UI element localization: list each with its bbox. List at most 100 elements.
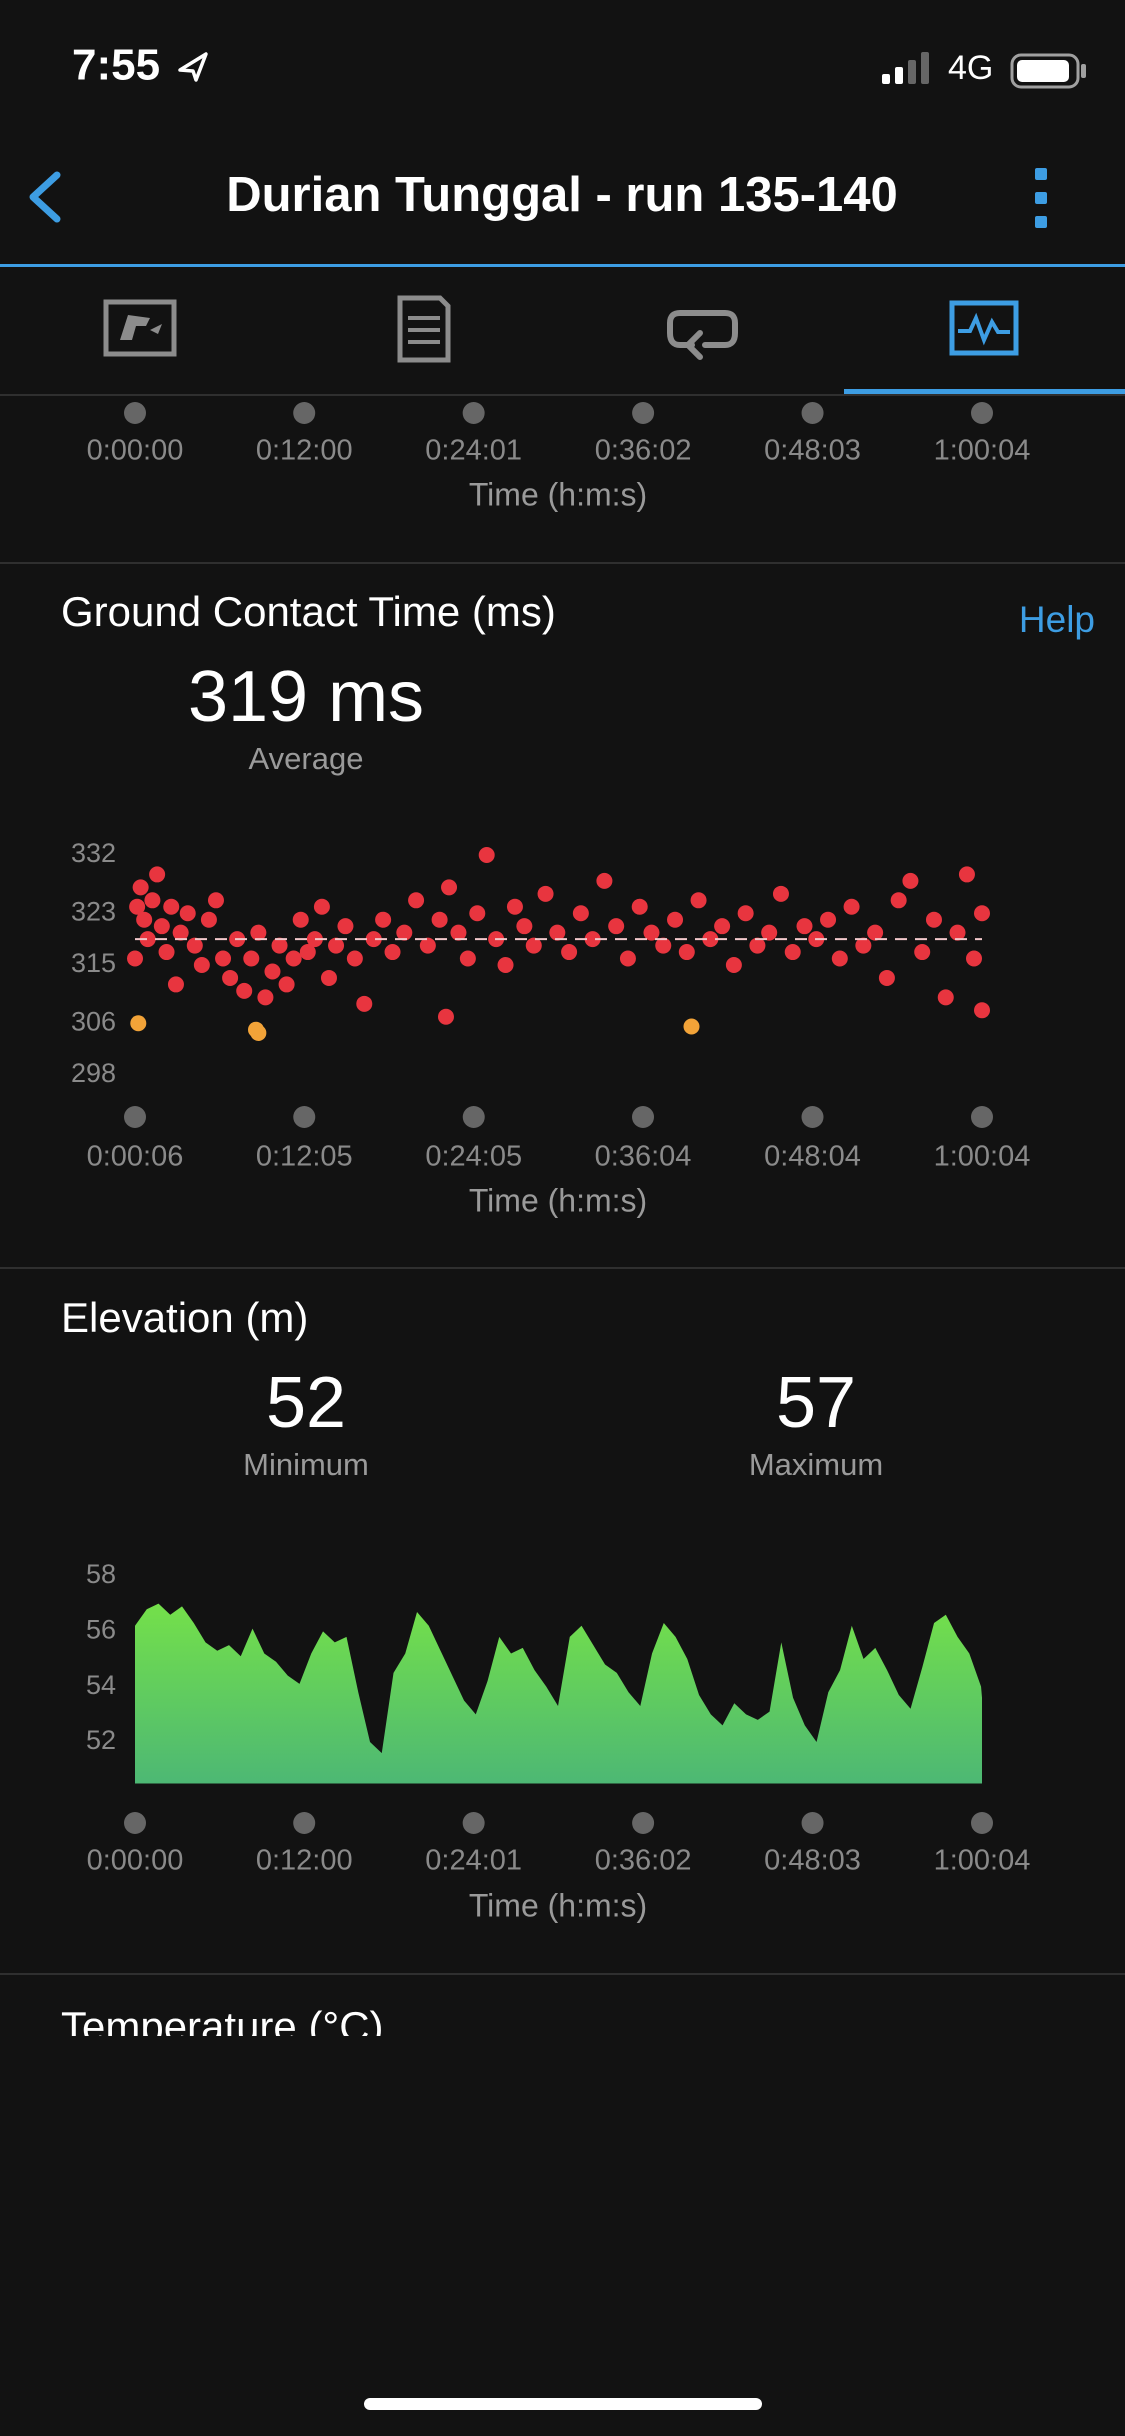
- data-point: [132, 879, 149, 896]
- data-point: [902, 872, 919, 889]
- y-tick-label: 332: [71, 838, 116, 868]
- data-point: [974, 905, 990, 922]
- data-point: [285, 950, 302, 967]
- data-point: [784, 944, 801, 961]
- home-indicator: [364, 2398, 762, 2410]
- data-point: [749, 937, 766, 954]
- tab-charts[interactable]: [949, 300, 1019, 356]
- stat-value: 52: [266, 1363, 346, 1443]
- active-tab-indicator: [844, 389, 1125, 394]
- x-tick-dot: [124, 1106, 146, 1128]
- data-point: [167, 976, 184, 993]
- data-point: [516, 918, 533, 935]
- x-tick-dot: [971, 1106, 993, 1128]
- data-point: [264, 963, 281, 980]
- tab-details[interactable]: [397, 295, 451, 363]
- data-point: [365, 931, 382, 948]
- menu-button[interactable]: [1035, 168, 1047, 228]
- x-tick-label: 1:00:04: [934, 435, 1031, 467]
- section-title: Temperature (°C): [61, 2003, 384, 2050]
- data-point: [250, 924, 267, 941]
- x-tick-label: 0:12:00: [256, 435, 353, 467]
- data-point: [584, 931, 601, 948]
- data-point: [396, 924, 413, 941]
- data-point: [408, 892, 425, 909]
- x-tick-dot: [124, 1812, 146, 1834]
- data-point: [431, 911, 448, 928]
- y-tick-label: 315: [71, 948, 116, 978]
- x-tick-dot: [462, 1106, 485, 1128]
- help-link[interactable]: Help: [1019, 599, 1095, 640]
- stat-label: Minimum: [243, 1447, 369, 1482]
- x-axis-label: Time (h:m:s): [469, 1182, 647, 1218]
- data-point: [925, 911, 942, 928]
- data-point: [820, 911, 837, 928]
- data-point: [549, 924, 566, 941]
- x-tick-label: 0:12:00: [256, 1845, 353, 1877]
- data-point: [186, 937, 203, 954]
- data-point: [299, 944, 316, 961]
- data-point: [130, 1015, 147, 1032]
- status-time: 7:55: [72, 41, 160, 90]
- x-tick-label: 0:00:00: [87, 435, 184, 467]
- header-divider: [0, 264, 1125, 267]
- x-tick-dot: [124, 402, 146, 424]
- x-tick-label: 0:00:06: [87, 1141, 184, 1173]
- data-point: [667, 911, 684, 928]
- tab-map[interactable]: [103, 299, 177, 357]
- average-caption: Average: [249, 741, 364, 776]
- tab-laps[interactable]: [667, 310, 738, 360]
- signal-icon: [882, 52, 929, 84]
- back-button[interactable]: [29, 171, 61, 223]
- data-point: [737, 905, 754, 922]
- data-point: [384, 944, 401, 961]
- data-point: [222, 969, 239, 986]
- data-point: [655, 937, 672, 954]
- x-tick-label: 0:48:03: [764, 1845, 861, 1877]
- data-point: [525, 937, 542, 954]
- data-point: [144, 892, 161, 909]
- data-point: [250, 1024, 267, 1041]
- x-tick-label: 0:24:05: [425, 1141, 522, 1173]
- x-tick-dot: [971, 1812, 993, 1834]
- data-point: [163, 898, 180, 915]
- data-point: [257, 989, 274, 1006]
- data-point: [292, 911, 309, 928]
- data-point: [855, 937, 872, 954]
- data-point: [139, 931, 156, 948]
- chart-title: Elevation (m): [61, 1294, 308, 1341]
- x-tick-dot: [293, 402, 316, 424]
- data-point: [867, 924, 884, 941]
- data-point: [596, 872, 613, 889]
- data-point: [328, 937, 345, 954]
- data-point: [320, 969, 337, 986]
- data-point: [441, 879, 458, 896]
- x-axis-label: Time (h:m:s): [469, 1887, 647, 1923]
- y-tick-label: 56: [86, 1614, 116, 1644]
- data-point: [271, 937, 288, 954]
- x-axis-label: Time (h:m:s): [469, 476, 647, 512]
- x-tick-label: 0:48:03: [764, 435, 861, 467]
- x-tick-label: 0:48:04: [764, 1141, 861, 1173]
- location-icon: [178, 52, 208, 82]
- data-point: [890, 892, 907, 909]
- data-point: [949, 924, 966, 941]
- data-point: [572, 905, 589, 922]
- data-point: [158, 944, 175, 961]
- x-tick-label: 0:36:02: [595, 1845, 692, 1877]
- x-tick-dot: [801, 402, 824, 424]
- x-tick-dot: [971, 402, 993, 424]
- x-tick-label: 1:00:04: [934, 1141, 1031, 1173]
- data-point: [702, 931, 719, 948]
- data-point: [796, 918, 813, 935]
- data-point: [537, 885, 554, 902]
- data-point: [459, 950, 476, 967]
- data-point: [497, 957, 514, 973]
- data-point: [690, 892, 707, 909]
- x-tick-dot: [293, 1106, 316, 1128]
- x-tick-dot: [462, 1812, 485, 1834]
- y-tick-label: 306: [71, 1006, 116, 1036]
- x-tick-dot: [801, 1812, 824, 1834]
